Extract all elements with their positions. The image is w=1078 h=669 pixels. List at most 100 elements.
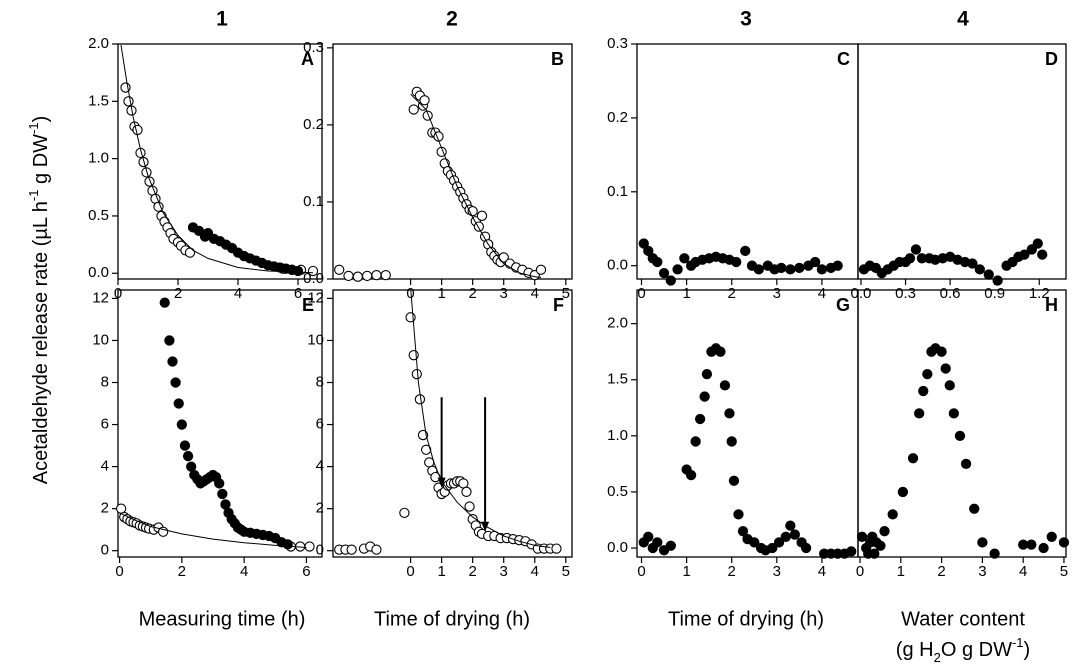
plot-frame xyxy=(332,43,573,280)
units-part: (g H xyxy=(896,639,934,661)
filled-point xyxy=(699,391,710,402)
open-point xyxy=(551,543,562,554)
y-tick-label: 0.2 xyxy=(607,109,628,126)
y-tick-label: 6 xyxy=(316,416,324,433)
filled-point xyxy=(170,377,181,388)
x-axis-label: Time of drying (h) xyxy=(668,608,824,630)
column-label: 3 xyxy=(740,8,752,31)
x-tick-label: 0.6 xyxy=(940,285,961,302)
filled-point xyxy=(904,253,916,264)
filled-point xyxy=(1038,542,1049,554)
y-tick-label: 4 xyxy=(316,458,324,475)
x-tick-label: 2 xyxy=(728,285,736,302)
x-tick-label: 3 xyxy=(978,563,986,580)
filled-point xyxy=(737,526,749,537)
x-tick-label: 1 xyxy=(437,563,445,580)
filled-point xyxy=(167,356,178,367)
x-tick-label: 4 xyxy=(240,563,248,580)
filled-point xyxy=(665,275,676,286)
filled-point xyxy=(918,385,929,397)
open-point xyxy=(352,271,363,282)
filled-point xyxy=(922,368,933,380)
x-tick-label: 3 xyxy=(773,285,781,302)
arrow-head xyxy=(437,477,446,488)
filled-point xyxy=(679,253,690,264)
filled-point xyxy=(780,531,791,542)
open-point xyxy=(461,486,472,497)
filled-point xyxy=(875,540,886,551)
filled-point xyxy=(948,408,959,419)
filled-point xyxy=(846,546,857,557)
panel: C 0 1 2 3 4 0.0 0.1 0.2 0.3 xyxy=(607,35,859,302)
open-point xyxy=(458,478,469,489)
panel-letter: D xyxy=(1045,49,1058,69)
filled-point xyxy=(879,526,890,537)
x-tick-label: 2 xyxy=(728,563,736,580)
open-point xyxy=(405,312,416,323)
x-tick-label: 3 xyxy=(500,285,508,302)
x-tick-label: 0.0 xyxy=(851,285,872,302)
units-part: ) xyxy=(1024,639,1031,661)
filled-point xyxy=(989,548,1000,559)
filled-point xyxy=(773,537,785,548)
open-point xyxy=(371,544,382,555)
filled-point xyxy=(749,537,760,548)
filled-point xyxy=(1058,537,1070,548)
units-sub: 2 xyxy=(934,650,941,665)
column-label: 2 xyxy=(446,8,458,31)
open-point xyxy=(424,457,435,468)
open-point xyxy=(346,544,357,555)
filled-point xyxy=(810,256,821,268)
x-tick-label: 0 xyxy=(637,563,645,580)
filled-point xyxy=(638,238,649,249)
y-label-part: g DW xyxy=(30,134,52,190)
panel-letter: B xyxy=(551,49,564,69)
panel-letter: A xyxy=(301,49,314,69)
filled-point xyxy=(832,260,843,271)
y-label-sup: -1 xyxy=(26,190,41,202)
open-point xyxy=(419,95,430,106)
filled-point xyxy=(652,537,663,548)
y-tick-label: 12 xyxy=(92,289,109,306)
units-part: O g DW xyxy=(941,639,1012,661)
filled-point xyxy=(179,440,191,451)
x-tick-label: 0 xyxy=(856,563,864,580)
filled-point xyxy=(785,264,796,275)
open-point xyxy=(371,269,382,281)
filled-point xyxy=(816,264,828,275)
filled-point xyxy=(940,363,951,374)
y-tick-label: 1.0 xyxy=(607,427,628,444)
x-tick-label: 3 xyxy=(500,563,508,580)
filled-point xyxy=(701,368,713,380)
fit-curve xyxy=(119,512,307,548)
filled-point xyxy=(685,469,697,481)
filled-point xyxy=(1046,531,1057,542)
x-tick-label: 1.2 xyxy=(1029,285,1050,302)
x-tick-label: 4 xyxy=(1019,563,1027,580)
panel-letter: H xyxy=(1045,295,1058,315)
plot-frame xyxy=(857,289,1067,558)
filled-point xyxy=(292,265,304,277)
panel: D 0.0 0.3 0.6 0.9 1.2 xyxy=(851,43,1067,302)
filled-point xyxy=(776,262,787,274)
filled-point xyxy=(977,537,988,548)
y-tick-label: 2.0 xyxy=(607,315,628,332)
filled-point xyxy=(658,267,670,279)
panel-letter: F xyxy=(553,295,564,315)
filled-point xyxy=(897,486,909,498)
filled-point xyxy=(753,264,764,275)
x-tick-label: 0.9 xyxy=(984,285,1005,302)
open-point xyxy=(115,503,127,514)
y-tick-label: 0.3 xyxy=(607,35,628,52)
y-tick-label: 0.2 xyxy=(303,116,324,133)
x-tick-label: 4 xyxy=(531,285,539,302)
open-point xyxy=(132,124,143,136)
filled-point xyxy=(1032,238,1043,249)
y-tick-label: 1.5 xyxy=(607,371,628,388)
panel: B0 1 2 3 4 50.00.10.20.3 xyxy=(303,39,573,302)
open-point xyxy=(464,501,475,512)
filled-point xyxy=(672,264,683,275)
y-tick-label: 0.0 xyxy=(88,264,109,281)
